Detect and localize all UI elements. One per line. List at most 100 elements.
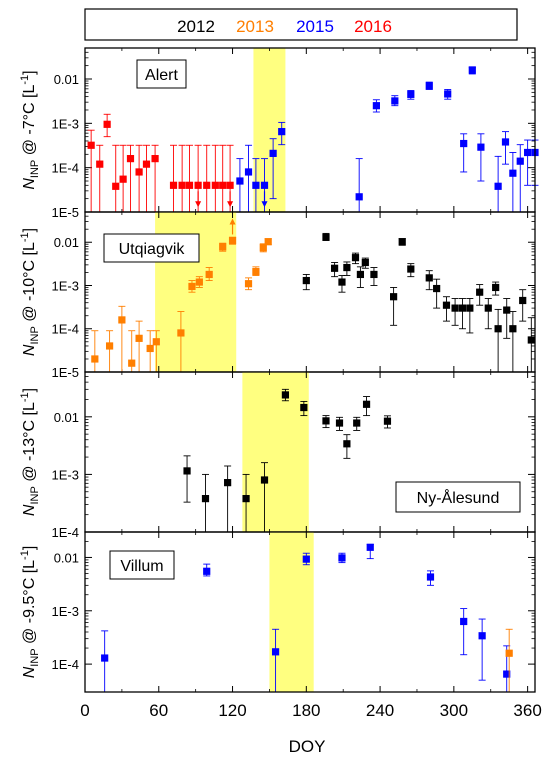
highlight-band: [242, 372, 309, 532]
data-point: [188, 282, 196, 291]
data-point: [126, 155, 135, 163]
data-point: [101, 654, 109, 662]
data-point: [112, 182, 120, 190]
legend-2013: 2013: [236, 17, 274, 36]
data-point: [169, 181, 178, 189]
x-tick-label: 120: [218, 701, 246, 720]
data-point: [477, 143, 485, 151]
y-tick-label: 1E-3: [52, 278, 79, 293]
data-point: [390, 293, 398, 301]
x-tick-label: 300: [440, 701, 468, 720]
site-label-box: [109, 550, 175, 580]
data-point: [353, 419, 361, 427]
panel-nylesund: 1E-4 1E-3 0.01 Ny-Ålesund NINP @ -13°C [L-1]: [19, 371, 536, 540]
legend-2016: 2016: [354, 17, 392, 36]
data-point: [224, 479, 232, 487]
x-tick-label: 360: [513, 701, 541, 720]
data-point: [492, 283, 500, 292]
x-tick-label: 60: [149, 701, 168, 720]
y-tick-label: 0.01: [54, 235, 79, 250]
data-point: [425, 274, 433, 282]
y-tick-label: 1E-4: [52, 657, 79, 672]
data-point: [178, 181, 186, 189]
data-point: [330, 264, 339, 272]
x-axis: 0 60 120 180 240 300 360: [80, 701, 542, 720]
data-point: [300, 403, 308, 412]
data-point: [503, 306, 511, 314]
data-point: [501, 138, 510, 146]
data-point: [103, 120, 111, 128]
data-point: [524, 148, 532, 157]
data-point: [142, 160, 151, 168]
data-point: [211, 181, 219, 189]
data-point: [362, 400, 371, 408]
x-tick-label: 240: [366, 701, 394, 720]
data-point: [505, 649, 513, 657]
site-label: Alert: [145, 67, 178, 84]
data-point: [366, 543, 374, 551]
data-point: [519, 296, 527, 305]
data-point: [322, 233, 330, 241]
data-point: [194, 181, 202, 189]
data-point: [444, 90, 452, 98]
x-tick-label: 0: [80, 701, 89, 720]
y-tick-label: 1E-3: [52, 604, 79, 619]
data-point: [195, 278, 203, 286]
data-point: [391, 97, 399, 105]
data-point: [503, 670, 511, 678]
data-point: [509, 325, 517, 333]
data-point: [281, 391, 290, 399]
arrow-head: [195, 201, 202, 208]
site-label: Villum: [120, 558, 163, 575]
y-tick-label: 1E-5: [52, 365, 79, 380]
data-point: [460, 139, 468, 148]
data-point: [219, 243, 227, 251]
data-point: [119, 175, 127, 183]
data-point: [203, 567, 211, 575]
data-point: [278, 128, 286, 136]
data-point: [271, 648, 280, 656]
data-point: [343, 440, 351, 448]
data-point: [146, 344, 154, 353]
data-point: [228, 236, 237, 245]
data-point: [128, 359, 136, 367]
data-point: [96, 160, 104, 168]
data-point: [527, 336, 535, 344]
data-point: [260, 181, 269, 189]
data-point: [516, 157, 524, 165]
data-point: [407, 265, 415, 273]
y-tick-label: 1E-3: [52, 116, 79, 131]
data-point: [226, 181, 234, 189]
y-tick-label: 1E-5: [52, 205, 79, 220]
data-point: [370, 270, 378, 279]
panel-frame: [84, 531, 536, 693]
data-point: [203, 181, 211, 189]
y-axis-label: NINP @ -10°C [L-1]: [19, 228, 41, 356]
data-point: [425, 82, 433, 90]
data-point: [185, 181, 194, 189]
y-tick-label: 0.01: [54, 410, 79, 425]
data-point: [264, 238, 272, 246]
y-axis-label: NINP @ -13°C [L-1]: [19, 388, 41, 516]
data-point: [494, 325, 502, 333]
arrow-head: [229, 218, 236, 225]
data-point: [151, 155, 159, 163]
data-point: [183, 467, 191, 475]
data-point: [302, 555, 310, 563]
data-point: [201, 495, 210, 503]
y-tick-label: 1E-4: [52, 322, 79, 337]
data-point: [152, 338, 160, 346]
data-point: [87, 141, 95, 149]
data-point: [468, 66, 476, 74]
data-point: [335, 419, 344, 427]
data-point: [242, 495, 250, 503]
data-point: [338, 278, 346, 286]
x-tick-label: 180: [292, 701, 320, 720]
data-point: [466, 304, 474, 312]
data-point: [244, 280, 253, 288]
site-label-box: [103, 233, 200, 263]
data-point: [458, 304, 467, 312]
data-point: [426, 573, 435, 581]
